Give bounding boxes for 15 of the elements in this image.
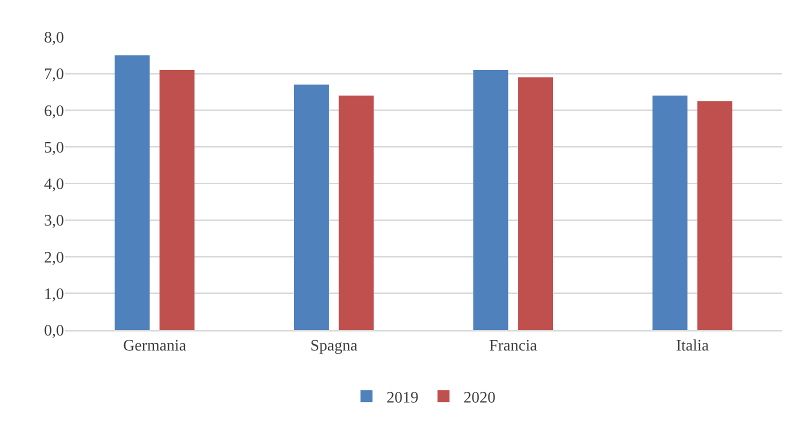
y-tick-label: 6,0 bbox=[44, 102, 64, 120]
y-tick-label: 7,0 bbox=[44, 66, 64, 84]
legend-label: 2019 bbox=[386, 389, 418, 406]
y-tick-label: 0,0 bbox=[44, 322, 64, 340]
y-tick-label: 2,0 bbox=[44, 249, 64, 266]
x-tick-label: Francia bbox=[489, 338, 538, 354]
y-tick-label: 8,0 bbox=[44, 30, 64, 47]
y-tick-label: 4,0 bbox=[44, 176, 64, 194]
legend-label: 2020 bbox=[464, 389, 496, 406]
y-tick-label: 3,0 bbox=[44, 212, 64, 230]
y-tick-label: 5,0 bbox=[44, 139, 64, 156]
y-tick-label: 1,0 bbox=[44, 286, 64, 303]
x-tick-label: Spagna bbox=[310, 338, 358, 354]
x-tick-label: Germania bbox=[123, 338, 186, 354]
x-tick-label: Italia bbox=[676, 338, 709, 354]
